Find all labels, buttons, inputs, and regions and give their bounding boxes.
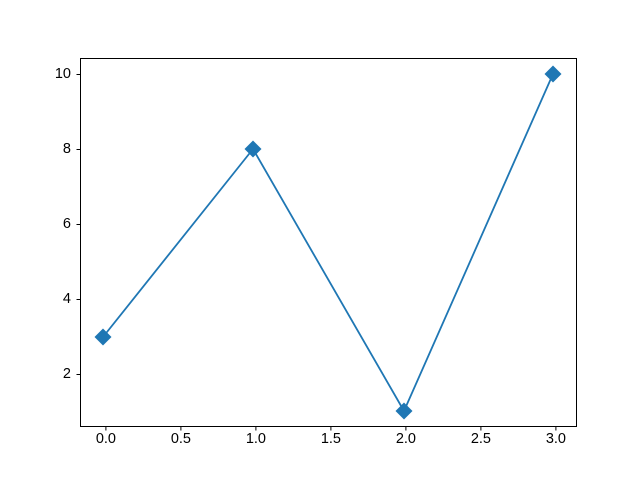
svg-text:10: 10 (55, 66, 71, 82)
svg-text:4: 4 (63, 291, 71, 307)
svg-text:0.5: 0.5 (171, 431, 191, 447)
svg-text:2.0: 2.0 (396, 431, 416, 447)
svg-text:2.5: 2.5 (471, 431, 491, 447)
svg-text:1.5: 1.5 (321, 431, 341, 447)
svg-text:6: 6 (63, 216, 71, 232)
svg-text:2: 2 (63, 366, 71, 382)
svg-text:3.0: 3.0 (546, 431, 566, 447)
svg-text:1.0: 1.0 (246, 431, 266, 447)
svg-text:8: 8 (63, 141, 71, 157)
svg-text:0.0: 0.0 (96, 431, 116, 447)
